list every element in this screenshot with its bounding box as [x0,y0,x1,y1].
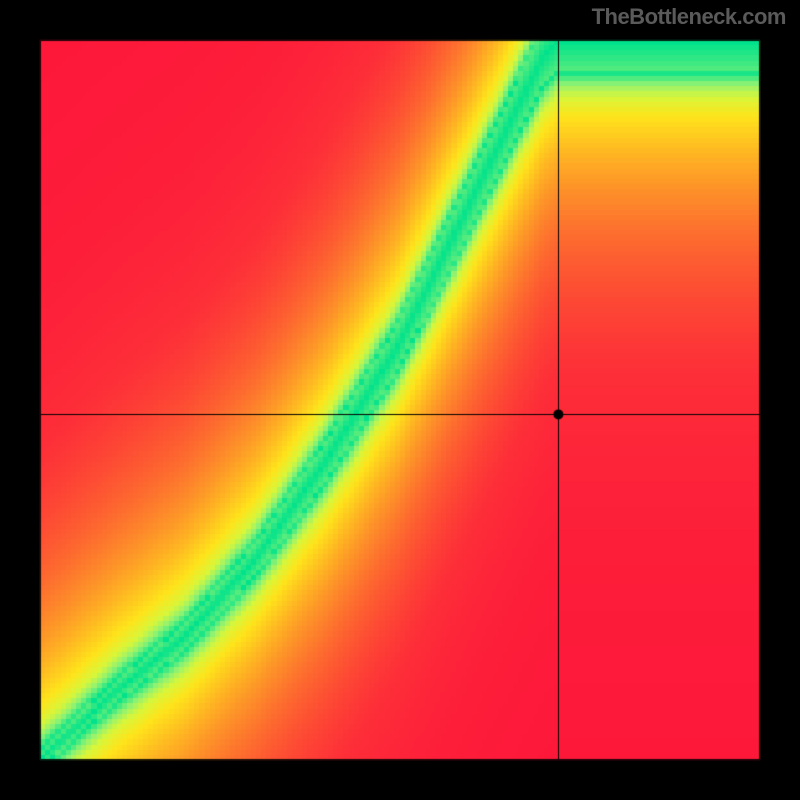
attribution-watermark: TheBottleneck.com [592,4,786,30]
chart-container: { "attribution": "TheBottleneck.com", "c… [0,0,800,800]
crosshair-overlay [0,0,800,800]
